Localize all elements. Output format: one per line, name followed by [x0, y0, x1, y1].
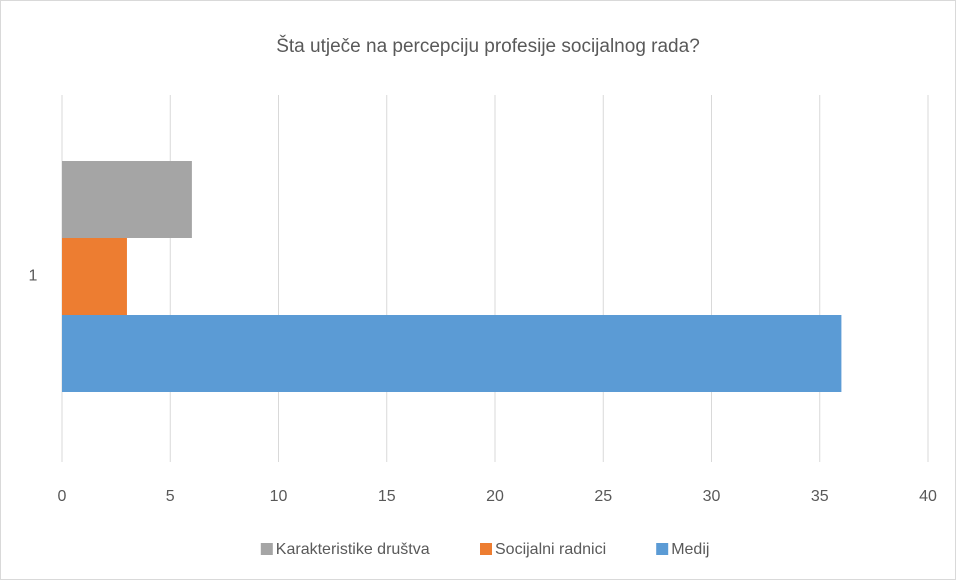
bar — [62, 238, 127, 315]
legend-swatch — [656, 543, 669, 555]
x-tick-label: 40 — [919, 488, 937, 505]
chart-title: Šta utječe na percepciju profesije socij… — [276, 35, 700, 57]
legend-label: Karakteristike društva — [276, 541, 430, 558]
x-tick-label: 15 — [378, 488, 396, 505]
legend-swatch — [260, 543, 273, 555]
x-tick-label: 35 — [811, 488, 829, 505]
x-tick-label: 10 — [270, 488, 288, 505]
bar — [62, 161, 192, 238]
x-tick-label: 0 — [58, 488, 67, 505]
x-tick-label: 25 — [594, 488, 612, 505]
y-tick-label: 1 — [29, 268, 38, 285]
x-tick-label: 5 — [166, 488, 175, 505]
x-tick-label: 20 — [486, 488, 504, 505]
legend-label: Medij — [671, 541, 709, 558]
legend-swatch — [480, 543, 492, 555]
x-tick-label: 30 — [703, 488, 721, 505]
bar — [62, 315, 842, 392]
legend-label: Socijalni radnici — [495, 541, 606, 558]
